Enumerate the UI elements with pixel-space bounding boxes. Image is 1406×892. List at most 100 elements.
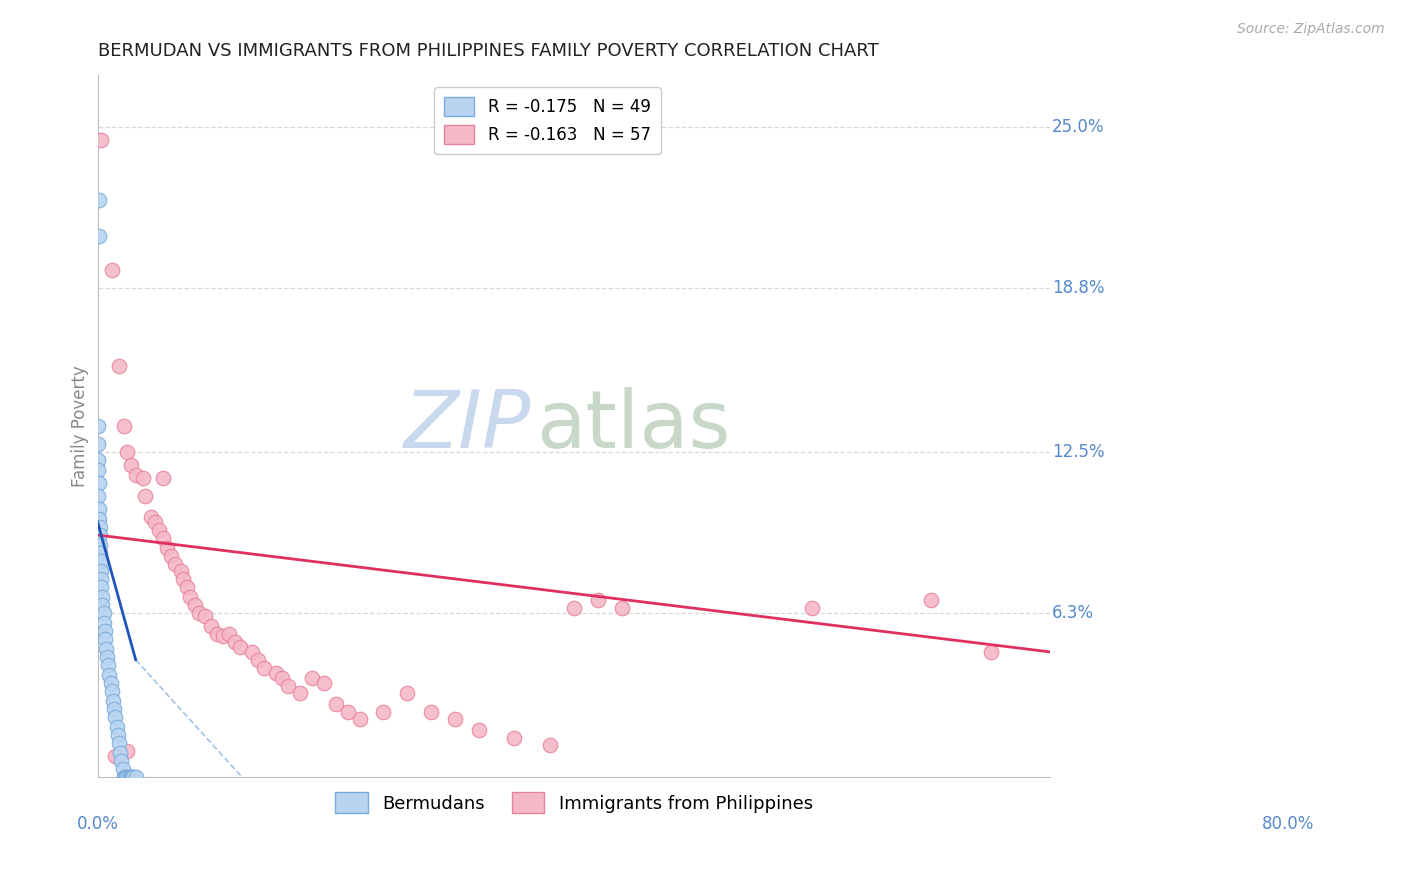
Point: [86, 452, 108, 467]
Point: [176, 580, 198, 594]
Point: [98, 668, 121, 682]
Point: [91, 598, 114, 612]
Point: [503, 731, 526, 745]
Point: [141, 509, 163, 524]
Point: [242, 645, 264, 659]
Point: [112, 418, 135, 433]
Point: [89, 528, 111, 542]
Point: [467, 723, 489, 737]
Point: [538, 739, 561, 753]
Point: [152, 531, 174, 545]
Point: [108, 359, 131, 373]
Text: 25.0%: 25.0%: [1052, 118, 1105, 136]
Point: [205, 626, 228, 640]
Text: 80.0%: 80.0%: [1263, 815, 1315, 833]
Point: [277, 679, 299, 693]
Point: [104, 710, 127, 724]
Point: [87, 512, 110, 526]
Point: [163, 557, 186, 571]
Point: [104, 748, 127, 763]
Text: BERMUDAN VS IMMIGRANTS FROM PHILIPPINES FAMILY POVERTY CORRELATION CHART: BERMUDAN VS IMMIGRANTS FROM PHILIPPINES …: [97, 42, 879, 60]
Point: [336, 705, 359, 719]
Point: [562, 600, 585, 615]
Text: 12.5%: 12.5%: [1052, 443, 1105, 461]
Point: [156, 541, 179, 555]
Y-axis label: Family Poverty: Family Poverty: [72, 365, 89, 487]
Point: [301, 671, 323, 685]
Point: [86, 463, 108, 477]
Text: 0.0%: 0.0%: [77, 815, 118, 833]
Point: [610, 600, 633, 615]
Point: [96, 650, 118, 665]
Point: [420, 705, 443, 719]
Point: [125, 468, 148, 483]
Point: [229, 640, 252, 654]
Point: [111, 762, 134, 776]
Point: [170, 565, 193, 579]
Point: [148, 523, 170, 537]
Point: [373, 705, 395, 719]
Point: [172, 572, 194, 586]
Point: [89, 538, 111, 552]
Point: [122, 770, 145, 784]
Point: [312, 676, 335, 690]
Text: Source: ZipAtlas.com: Source: ZipAtlas.com: [1237, 22, 1385, 37]
Text: 18.8%: 18.8%: [1052, 279, 1105, 297]
Point: [89, 546, 111, 560]
Point: [120, 770, 142, 784]
Point: [110, 754, 132, 768]
Point: [90, 572, 112, 586]
Point: [247, 653, 270, 667]
Point: [125, 770, 148, 784]
Point: [101, 684, 124, 698]
Point: [112, 770, 135, 784]
Point: [103, 702, 125, 716]
Point: [211, 629, 233, 643]
Point: [87, 193, 110, 207]
Point: [108, 746, 131, 760]
Point: [160, 549, 183, 563]
Point: [114, 770, 136, 784]
Point: [349, 713, 371, 727]
Point: [107, 728, 129, 742]
Point: [801, 600, 824, 615]
Point: [118, 770, 141, 784]
Point: [143, 515, 166, 529]
Point: [93, 624, 115, 639]
Point: [86, 437, 108, 451]
Point: [117, 770, 139, 784]
Text: ZIP: ZIP: [404, 387, 531, 465]
Point: [91, 591, 114, 605]
Point: [93, 606, 115, 620]
Point: [184, 598, 207, 612]
Point: [93, 632, 115, 646]
Point: [100, 676, 122, 690]
Point: [94, 642, 117, 657]
Point: [87, 229, 110, 244]
Point: [101, 694, 124, 708]
Point: [90, 565, 112, 579]
Point: [90, 580, 112, 594]
Point: [264, 665, 287, 680]
Point: [86, 418, 108, 433]
Point: [87, 502, 110, 516]
Point: [115, 770, 138, 784]
Point: [443, 713, 465, 727]
Point: [224, 634, 246, 648]
Point: [86, 489, 108, 503]
Point: [288, 686, 311, 700]
Point: [271, 671, 294, 685]
Point: [980, 645, 1002, 659]
Point: [920, 593, 942, 607]
Point: [117, 770, 139, 784]
Point: [187, 606, 209, 620]
Point: [200, 619, 222, 633]
Point: [101, 263, 124, 277]
Point: [218, 626, 240, 640]
Point: [586, 593, 609, 607]
Point: [120, 458, 142, 472]
Point: [325, 697, 347, 711]
Point: [117, 744, 139, 758]
Point: [194, 608, 217, 623]
Point: [90, 554, 112, 568]
